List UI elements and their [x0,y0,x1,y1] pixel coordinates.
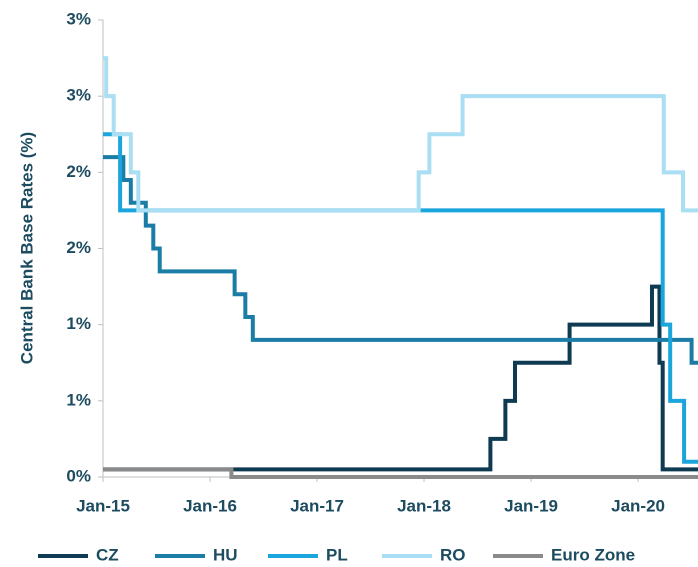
y-tick-label: 1% [66,390,91,409]
legend-label: Euro Zone [551,545,635,564]
y-axis-label: Central Bank Base Rates (%) [17,132,36,364]
legend-label: PL [326,545,348,564]
x-tick-label: Jan-18 [397,496,451,515]
y-tick-label: 0% [66,466,91,485]
series-line [103,467,698,479]
y-tick-label: 3% [66,86,91,105]
x-tick-label: Jan-20 [611,496,665,515]
x-tick-label: Jan-16 [183,496,237,515]
x-tick-label: Jan-15 [76,496,130,515]
y-tick-label: 2% [66,238,91,257]
series-line [103,132,698,464]
legend-label: RO [440,545,466,564]
series-line [103,155,698,365]
y-tick-label: 3% [66,9,91,28]
legend-label: HU [213,545,238,564]
x-tick-label: Jan-17 [290,496,344,515]
x-tick-label: Jan-19 [504,496,558,515]
legend-label: CZ [96,545,119,564]
y-tick-label: 2% [66,162,91,181]
series-line [103,56,698,213]
y-tick-label: 1% [66,314,91,333]
series-line [103,284,698,472]
